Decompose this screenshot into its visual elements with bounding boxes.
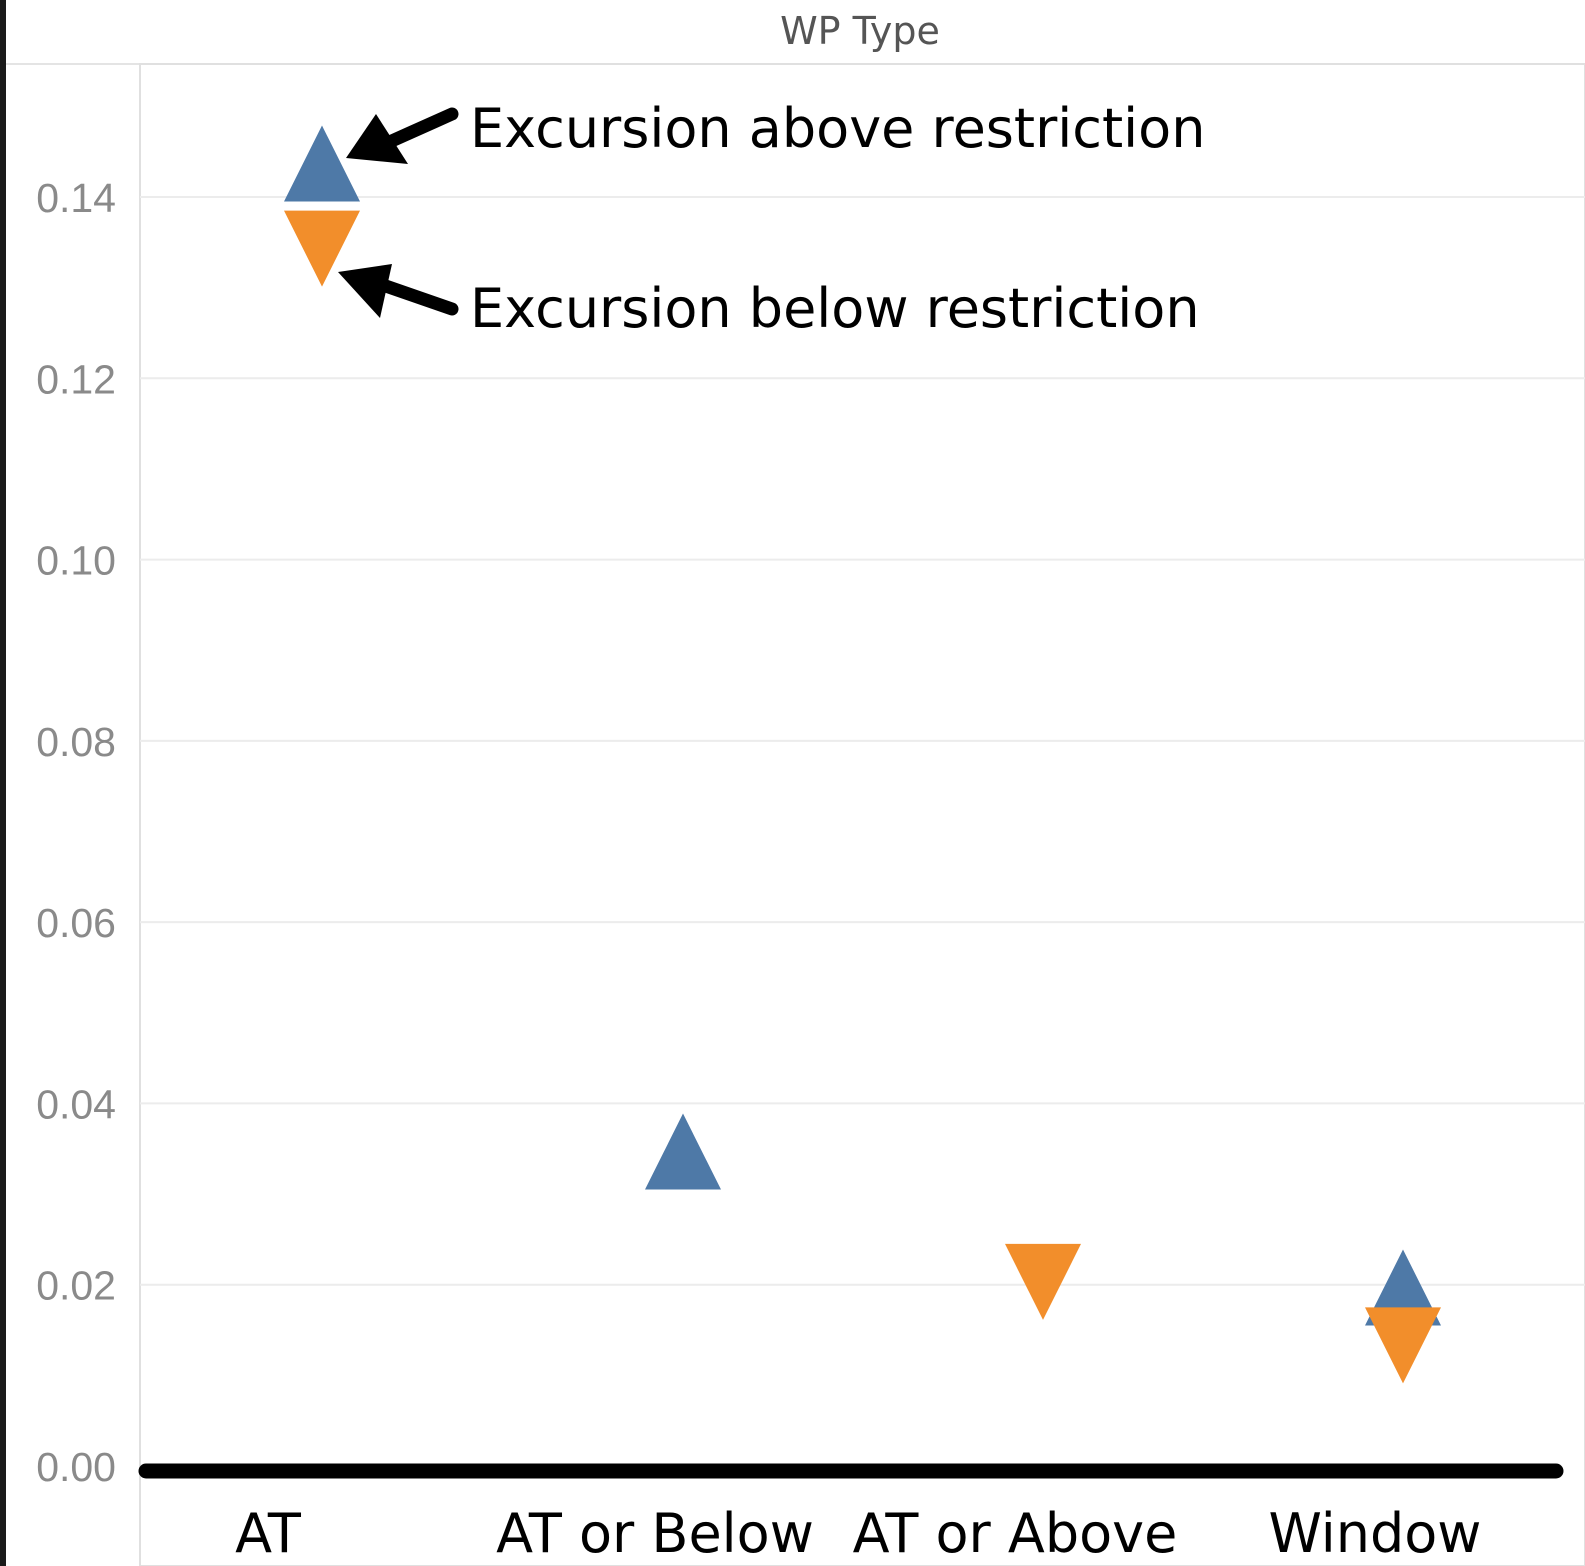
y-tick-label: 0.08: [36, 719, 116, 765]
annotation-below-arrow: [373, 277, 459, 316]
y-tick-label: 0.04: [36, 1081, 116, 1127]
plot-frame: [139, 63, 1585, 1566]
annotation-above-text: Excursion above restriction: [470, 97, 1205, 160]
data-markers: [284, 125, 1441, 1384]
x-tick-label: AT or Below: [496, 1502, 814, 1565]
annotation-above-arrowhead: [346, 114, 408, 164]
excursion-below-marker: [1365, 1307, 1441, 1384]
x-tick-label: AT: [235, 1502, 302, 1565]
y-tick-label: 0.02: [36, 1263, 116, 1309]
annotations: Excursion above restriction Excursion bel…: [338, 97, 1205, 340]
y-tick-label: 0.10: [36, 538, 116, 584]
y-tick-label: 0.00: [36, 1444, 116, 1490]
x-axis-ticks: AT AT or Below AT or Above Window: [235, 1502, 1481, 1565]
x-tick-label: Window: [1269, 1502, 1482, 1565]
excursion-above-marker: [1365, 1249, 1441, 1326]
y-tick-label: 0.14: [36, 175, 116, 221]
y-axis-ticks: 0.00 0.02 0.04 0.06 0.08 0.10 0.12 0.14: [36, 175, 116, 1490]
y-tick-label: 0.06: [36, 900, 116, 946]
y-tick-label: 0.12: [36, 356, 116, 402]
excursion-above-marker: [645, 1113, 721, 1190]
excursion-above-marker: [284, 125, 360, 202]
window-left-edge: [0, 0, 6, 1566]
x-tick-label: AT or Above: [853, 1502, 1178, 1565]
excursion-below-marker: [1005, 1243, 1081, 1320]
gridlines: [139, 63, 1585, 1566]
excursion-below-marker: [284, 210, 360, 287]
annotation-below-text: Excursion below restriction: [470, 277, 1200, 340]
annotation-below-arrowhead: [338, 264, 392, 318]
chart-title: WP Type: [780, 9, 940, 53]
annotation-above-arrow: [378, 107, 459, 151]
